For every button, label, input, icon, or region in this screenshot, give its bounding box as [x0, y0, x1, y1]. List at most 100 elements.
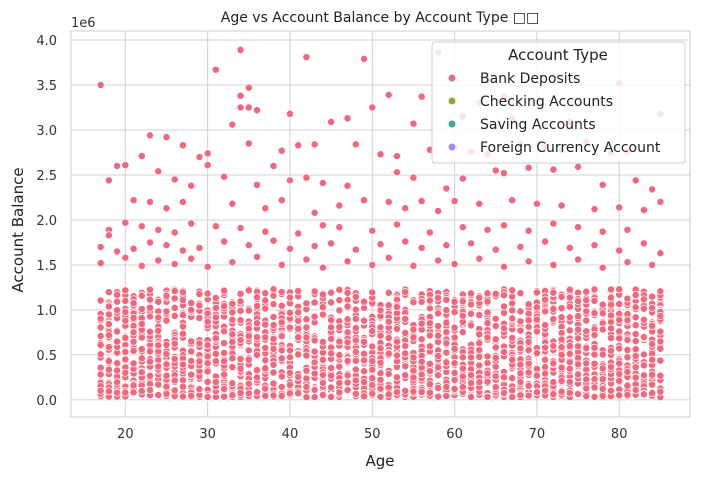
data-point	[631, 176, 640, 185]
data-point	[129, 381, 138, 390]
data-point	[574, 370, 583, 379]
data-point	[343, 315, 352, 324]
data-point	[516, 289, 525, 298]
data-point	[277, 196, 286, 205]
data-point	[384, 334, 393, 343]
data-point	[532, 315, 541, 324]
data-point	[162, 389, 171, 398]
data-point	[327, 392, 336, 401]
data-point	[508, 374, 517, 383]
data-point	[203, 161, 212, 170]
data-point	[409, 173, 418, 182]
data-point	[524, 322, 533, 331]
data-point	[590, 350, 599, 359]
data-point	[269, 313, 278, 321]
data-point	[211, 303, 220, 312]
data-point	[178, 296, 187, 305]
data-point	[261, 296, 270, 305]
data-point	[409, 387, 418, 396]
data-point	[96, 386, 105, 395]
data-point	[318, 310, 327, 319]
data-point	[434, 293, 443, 302]
data-point	[623, 381, 632, 390]
data-point	[368, 327, 377, 336]
data-point	[129, 313, 138, 322]
data-point	[104, 288, 113, 297]
data-point	[409, 373, 418, 382]
data-point	[154, 297, 163, 306]
data-point	[648, 370, 657, 379]
data-point	[277, 260, 286, 269]
data-point	[277, 346, 286, 355]
data-point	[360, 349, 368, 358]
data-point	[244, 379, 253, 388]
data-point	[261, 227, 270, 236]
x-tick-label: 60	[446, 427, 463, 442]
data-point	[590, 309, 599, 318]
data-point	[590, 205, 599, 214]
data-point	[203, 377, 212, 386]
data-point	[475, 361, 484, 370]
data-point	[178, 322, 187, 331]
data-point	[475, 199, 484, 208]
data-point	[253, 319, 261, 328]
data-point	[491, 372, 500, 381]
data-point	[442, 339, 451, 348]
data-point	[541, 307, 550, 316]
data-point	[500, 169, 508, 178]
data-point	[376, 240, 385, 249]
chart-title: Age vs Account Balance by Account Type □…	[221, 10, 539, 26]
data-point	[286, 293, 294, 302]
data-point	[360, 297, 368, 306]
data-point	[343, 357, 352, 365]
data-point	[220, 348, 229, 357]
data-point	[178, 382, 187, 391]
data-point	[615, 334, 624, 343]
data-point	[146, 285, 154, 294]
data-point	[269, 368, 278, 377]
data-point	[178, 141, 187, 150]
legend-marker	[447, 96, 457, 106]
data-point	[631, 321, 640, 330]
data-point	[475, 339, 484, 348]
data-point	[376, 358, 385, 367]
data-point	[220, 392, 229, 401]
data-point	[648, 321, 657, 330]
data-point	[458, 328, 467, 337]
data-point	[335, 223, 344, 232]
data-point	[450, 297, 459, 306]
data-point	[384, 349, 393, 358]
data-point	[178, 392, 187, 401]
data-point	[483, 333, 492, 342]
data-point	[376, 375, 385, 384]
data-point	[195, 385, 204, 394]
x-axis-ticks: 20 30 40 50 60 70 80	[117, 427, 627, 442]
data-point	[401, 362, 410, 371]
data-point	[211, 334, 220, 343]
data-point	[162, 133, 171, 142]
data-point	[162, 382, 171, 391]
data-point	[615, 203, 624, 212]
data-point	[129, 337, 138, 346]
data-point	[170, 287, 179, 295]
data-point	[557, 387, 566, 396]
data-point	[203, 309, 212, 318]
data-point	[318, 337, 327, 346]
data-point	[508, 299, 517, 308]
data-point	[417, 197, 426, 206]
data-point	[458, 297, 467, 306]
data-point	[623, 367, 632, 376]
data-point	[648, 380, 657, 389]
data-point	[401, 328, 410, 337]
data-point	[557, 304, 566, 313]
data-point	[137, 387, 146, 396]
data-point	[178, 311, 187, 320]
data-point	[137, 319, 146, 328]
data-point	[565, 326, 574, 335]
data-point	[162, 204, 171, 213]
data-point	[557, 313, 566, 322]
data-point	[598, 309, 607, 318]
data-point	[178, 246, 187, 255]
data-point	[434, 371, 443, 380]
data-point	[286, 323, 294, 332]
